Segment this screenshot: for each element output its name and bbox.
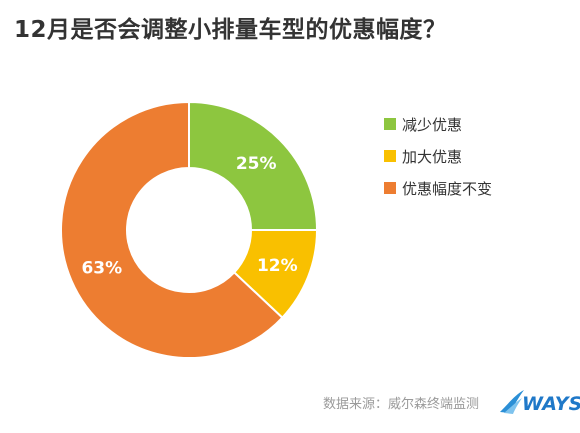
- legend-label-increase: 加大优惠: [402, 147, 463, 166]
- ways-logo-swoosh-icon: [500, 390, 524, 413]
- legend-item-unchanged: 优惠幅度不变: [384, 178, 492, 198]
- legend-label-unchanged: 优惠幅度不变: [402, 179, 493, 198]
- label-increase: 12%: [257, 256, 298, 276]
- data-source-note: 数据来源：威尔森终端监测: [323, 397, 480, 412]
- legend-swatch-increase: [384, 150, 396, 162]
- ways-logo: WAYS: [500, 390, 580, 415]
- legend-label-decrease: 减少优惠: [402, 115, 463, 134]
- chart-title: 12月是否会调整小排量车型的优惠幅度？: [14, 17, 447, 43]
- label-decrease: 25%: [236, 154, 277, 174]
- slice-decrease: [188, 100, 319, 231]
- label-unchanged: 63%: [81, 259, 122, 279]
- legend-item-increase: 加大优惠: [384, 146, 492, 166]
- slice-unchanged: [60, 100, 284, 359]
- ways-logo-text: WAYS: [522, 393, 580, 415]
- legend-item-decrease: 减少优惠: [384, 114, 492, 134]
- chart-legend: 减少优惠 加大优惠 优惠幅度不变: [384, 114, 492, 210]
- legend-swatch-unchanged: [384, 182, 396, 194]
- legend-swatch-decrease: [384, 118, 396, 130]
